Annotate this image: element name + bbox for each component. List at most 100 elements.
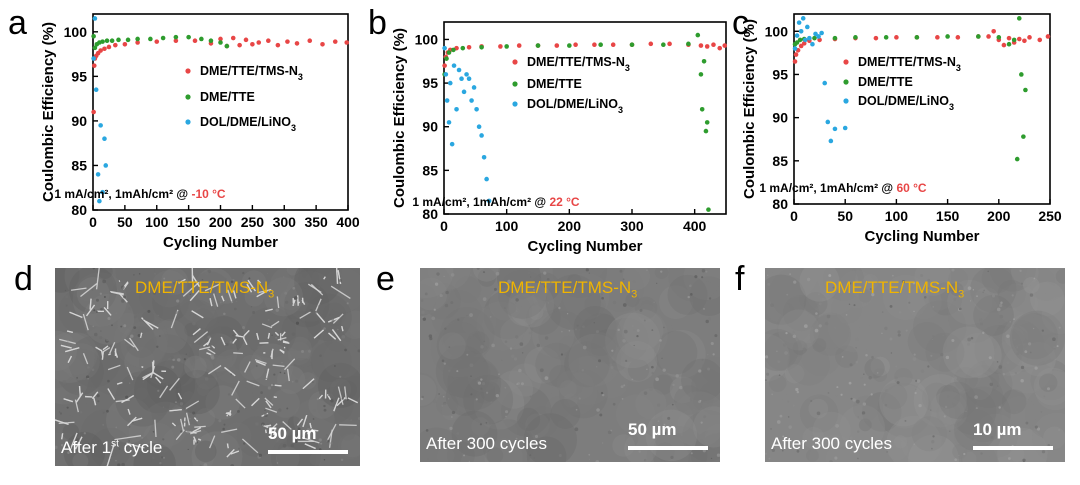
x-tick-label: 300: [620, 218, 644, 234]
x-axis-title: Cycling Number: [527, 238, 642, 255]
sem-texture: [765, 268, 1065, 462]
data-point: [792, 46, 798, 51]
data-point: [1016, 36, 1022, 42]
data-point: [456, 67, 462, 73]
data-point: [914, 35, 920, 40]
data-point: [807, 35, 812, 41]
data-point: [1037, 37, 1043, 43]
x-tick-label: 100: [495, 218, 519, 234]
y-tick-label: 80: [772, 196, 788, 212]
data-point: [218, 36, 223, 42]
scale-bar-label: 10 µm: [973, 420, 1022, 439]
condition-label: 1 mA/cm², 1mAh/cm² @ 22 °C: [412, 195, 580, 209]
sem-sample-title: DME/TTE/TMS-N3: [135, 278, 275, 301]
data-point: [704, 44, 710, 49]
x-tick-label: 50: [117, 214, 133, 230]
series-1: [792, 16, 1028, 162]
data-point: [451, 47, 456, 53]
legend-marker: [185, 119, 191, 125]
data-point: [629, 42, 635, 47]
data-point: [832, 35, 838, 41]
data-point: [91, 109, 96, 115]
y-tick-label: 85: [71, 157, 87, 173]
legend-marker: [843, 79, 849, 85]
y-axis-title: Coulombic Efficiency (%): [391, 28, 408, 208]
data-point: [307, 38, 313, 44]
data-point: [816, 34, 821, 39]
data-point: [1021, 134, 1026, 139]
y-tick-label: 90: [422, 119, 438, 135]
legend-marker: [185, 94, 191, 100]
y-tick-label: 90: [71, 113, 87, 129]
legend-marker: [512, 59, 518, 65]
data-point: [573, 42, 578, 47]
sem-sample-title: DME/TTE/TMS-N3: [498, 278, 638, 301]
legend-label: DME/TTE/TMS-N3: [858, 55, 961, 73]
data-point: [1045, 34, 1051, 39]
panel-letter-a: a: [8, 4, 27, 42]
y-tick-label: 80: [422, 206, 438, 222]
data-point: [698, 72, 704, 77]
data-point: [461, 89, 467, 95]
data-point: [797, 37, 803, 43]
data-point: [648, 41, 654, 47]
data-point: [1027, 35, 1032, 40]
y-tick-label: 100: [415, 31, 439, 47]
data-point: [199, 36, 204, 42]
data-point: [444, 98, 450, 103]
sem-caption: After 300 cycles: [771, 434, 892, 453]
scale-bar-label: 50 µm: [628, 420, 677, 439]
panel-letter-d: d: [14, 260, 33, 298]
data-point: [1006, 35, 1012, 41]
data-point: [92, 16, 98, 21]
data-point: [567, 43, 572, 48]
data-point: [945, 34, 950, 39]
data-point: [935, 35, 940, 40]
x-tick-label: 100: [145, 214, 169, 230]
y-tick-label: 85: [422, 162, 438, 178]
data-point: [853, 35, 858, 40]
scale-bar: [628, 446, 708, 450]
data-point: [466, 76, 472, 82]
data-point: [976, 34, 981, 39]
x-tick-label: 100: [885, 208, 909, 224]
data-point: [250, 41, 255, 47]
data-point: [793, 52, 799, 57]
data-point: [102, 136, 107, 142]
data-point: [801, 41, 807, 46]
data-point: [459, 76, 464, 82]
data-point: [294, 41, 300, 46]
y-tick-label: 95: [772, 66, 788, 82]
legend-marker: [512, 101, 518, 107]
data-point: [476, 124, 482, 130]
data-point: [102, 46, 107, 52]
data-point: [443, 72, 449, 77]
data-point: [230, 35, 236, 41]
data-point: [479, 133, 484, 138]
legend-label: DOL/DME/LiNO3: [858, 94, 954, 112]
y-tick-label: 100: [765, 23, 789, 39]
data-point: [91, 33, 96, 39]
x-tick-label: 400: [336, 214, 360, 230]
series-1: [442, 32, 711, 212]
data-point: [135, 40, 140, 45]
data-point: [802, 37, 808, 43]
scale-bar-label: 50 µm: [268, 424, 317, 443]
legend-label: DOL/DME/LiNO3: [200, 115, 296, 133]
data-point: [344, 40, 350, 45]
x-tick-label: 150: [936, 208, 960, 224]
data-point: [91, 63, 97, 68]
data-point: [106, 44, 112, 50]
data-point: [703, 128, 709, 134]
data-point: [1006, 41, 1012, 47]
data-point: [810, 41, 815, 47]
data-point: [275, 42, 281, 48]
data-point: [454, 106, 459, 112]
data-point: [113, 42, 118, 48]
data-point: [800, 16, 806, 21]
x-tick-label: 400: [683, 218, 707, 234]
sem-texture: [420, 268, 720, 462]
data-point: [686, 41, 691, 47]
x-axis-title: Cycling Number: [163, 234, 278, 251]
data-point: [792, 59, 798, 64]
